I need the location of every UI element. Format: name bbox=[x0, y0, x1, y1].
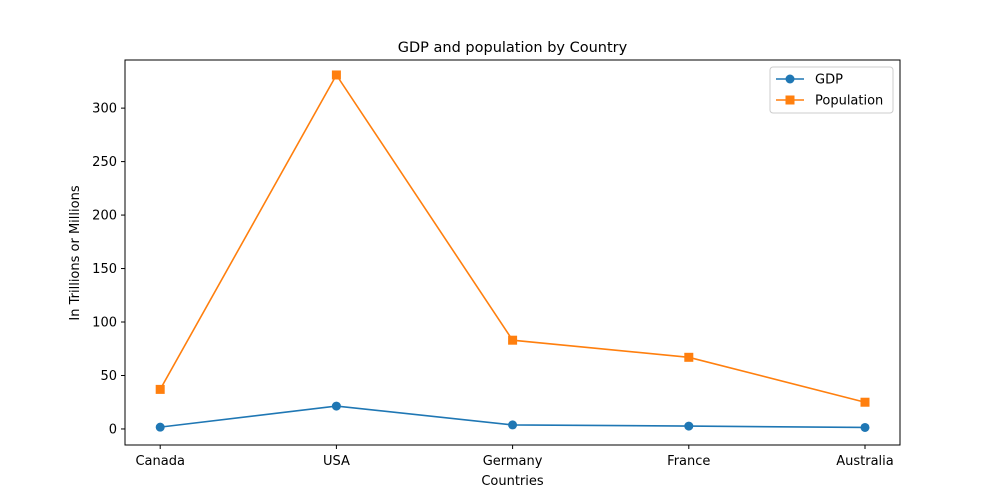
y-tick-label: 200 bbox=[92, 209, 117, 224]
x-axis-label: Countries bbox=[481, 474, 544, 489]
gdp-point bbox=[860, 422, 870, 432]
plot-frame bbox=[124, 59, 901, 446]
gdp-point bbox=[331, 401, 341, 411]
x-tick-label: Germany bbox=[483, 454, 543, 469]
y-tick-label: 0 bbox=[109, 422, 117, 437]
legend-population-label: Population bbox=[815, 94, 883, 109]
population-point bbox=[508, 335, 518, 345]
x-tick-label: USA bbox=[323, 454, 350, 469]
legend-gdp-marker bbox=[785, 74, 795, 84]
population-point bbox=[155, 384, 165, 394]
legend: GDP Population bbox=[769, 66, 894, 114]
gdp-point bbox=[508, 420, 518, 430]
chart-title: GDP and population by Country bbox=[398, 40, 628, 56]
population-point bbox=[684, 352, 694, 362]
gdp-point bbox=[155, 422, 165, 432]
y-tick-label: 250 bbox=[92, 155, 117, 170]
x-tick-label: France bbox=[667, 454, 710, 469]
y-tick-label: 100 bbox=[92, 316, 117, 331]
x-tick-label: Australia bbox=[836, 454, 894, 469]
gdp-point bbox=[684, 421, 694, 431]
y-tick-label: 150 bbox=[92, 262, 117, 277]
x-tick-label: Canada bbox=[135, 454, 184, 469]
plot-series bbox=[155, 70, 870, 432]
legend-gdp-label: GDP bbox=[815, 73, 843, 88]
y-axis-label: In Trillions or Millions bbox=[68, 185, 83, 320]
axis-ticks: Canada USA Germany France Australia 0 50 100 150… bbox=[92, 102, 894, 469]
legend-population-marker bbox=[785, 95, 795, 105]
y-tick-label: 300 bbox=[92, 102, 117, 117]
population-point bbox=[331, 70, 341, 80]
population-point bbox=[860, 397, 870, 407]
y-tick-label: 50 bbox=[100, 369, 117, 384]
